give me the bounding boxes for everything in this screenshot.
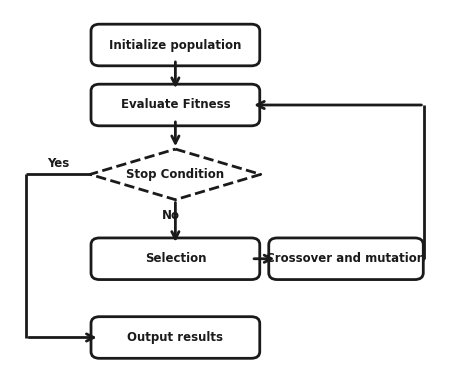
FancyBboxPatch shape	[91, 316, 260, 358]
Text: Output results: Output results	[128, 331, 223, 344]
Text: Crossover and mutation: Crossover and mutation	[266, 252, 426, 265]
Text: No: No	[162, 209, 180, 222]
Text: Stop Condition: Stop Condition	[126, 168, 225, 181]
FancyBboxPatch shape	[91, 24, 260, 66]
FancyBboxPatch shape	[269, 238, 423, 280]
FancyBboxPatch shape	[91, 238, 260, 280]
Text: Selection: Selection	[145, 252, 206, 265]
Text: Evaluate Fitness: Evaluate Fitness	[120, 99, 230, 111]
Text: Initialize population: Initialize population	[109, 39, 242, 51]
FancyBboxPatch shape	[91, 84, 260, 126]
Text: Yes: Yes	[47, 157, 70, 170]
